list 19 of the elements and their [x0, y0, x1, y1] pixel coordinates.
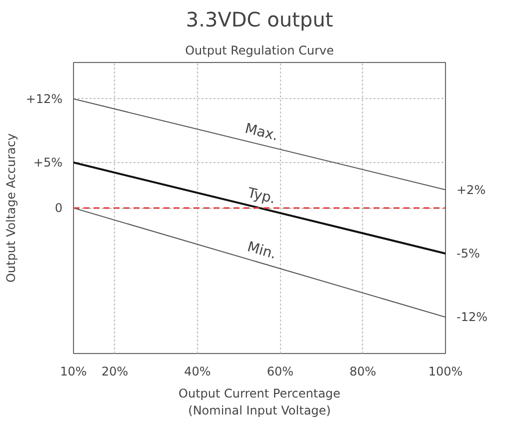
x-tick-label: 20% — [101, 364, 128, 378]
x-tick-label: 100% — [428, 364, 463, 378]
y2-tick-label: -12% — [456, 310, 488, 324]
x-tick-label: 10% — [60, 364, 87, 378]
chart-subtitle: Output Regulation Curve — [185, 44, 334, 58]
x-axis-title: Output Current Percentage (Nominal Input Voltage) — [178, 386, 340, 418]
y-axis-title: Output Voltage Accuracy — [4, 133, 18, 283]
x-tick-label: 80% — [349, 364, 376, 378]
text: Typ. — [244, 184, 277, 208]
text: Min. — [245, 239, 278, 263]
x-tick-label: 40% — [184, 364, 211, 378]
y2-tick-label: -5% — [456, 246, 480, 260]
y-tick-label: +5% — [33, 156, 62, 170]
y2-tick-label: +2% — [456, 182, 486, 197]
chart-title: 3.3VDC output — [186, 8, 334, 32]
y-tick-label: 0 — [54, 201, 63, 215]
y-tick-label: +12% — [26, 92, 63, 106]
x-tick-label: 60% — [266, 364, 294, 378]
text: Max. — [243, 120, 280, 144]
